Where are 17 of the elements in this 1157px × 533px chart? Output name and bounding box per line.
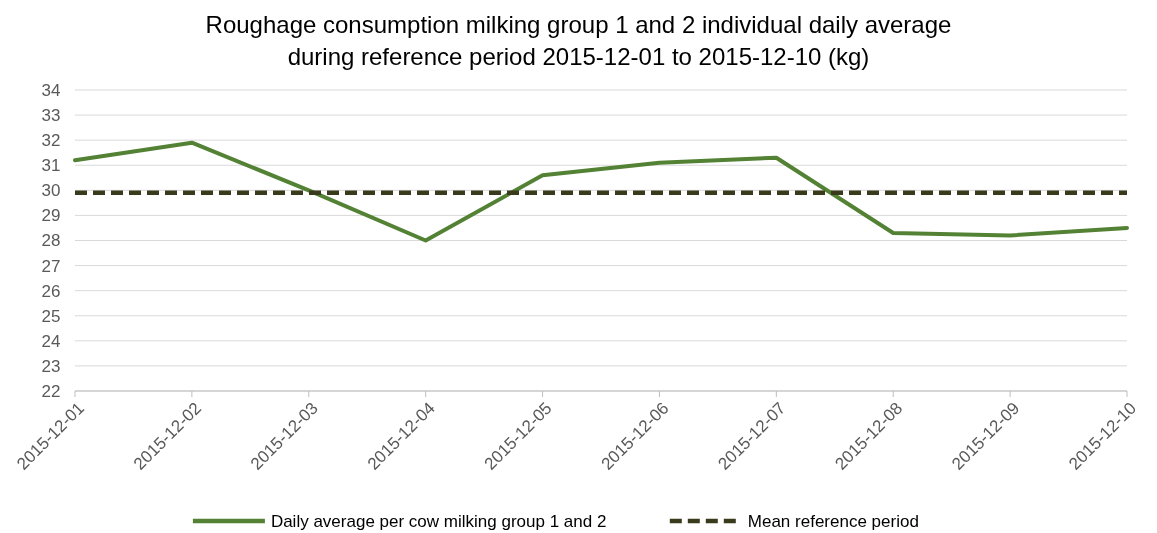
y-tick-label: 22 <box>41 381 61 401</box>
y-tick-label: 34 <box>41 80 61 100</box>
legend-label: Daily average per cow milking group 1 and 2 <box>270 511 607 531</box>
y-tick-label: 24 <box>41 331 61 351</box>
chart-title: Roughage consumption milking group 1 and 2 individual daily average during reference period 2015-12-01 to 2015-12-10 (kg) <box>205 11 952 70</box>
y-tick-label: 23 <box>41 356 61 376</box>
legend-label: Mean reference period <box>747 511 919 531</box>
y-tick-label: 29 <box>41 206 61 226</box>
y-tick-label: 31 <box>41 156 61 176</box>
y-tick-label: 28 <box>41 231 61 251</box>
y-tick-label: 33 <box>41 106 61 126</box>
y-tick-label: 30 <box>41 181 61 201</box>
y-tick-label: 32 <box>41 131 61 151</box>
y-tick-label: 25 <box>41 306 61 326</box>
line-series <box>73 140 1129 243</box>
y-tick-label: 27 <box>41 256 61 276</box>
y-tick-label: 26 <box>41 281 61 301</box>
